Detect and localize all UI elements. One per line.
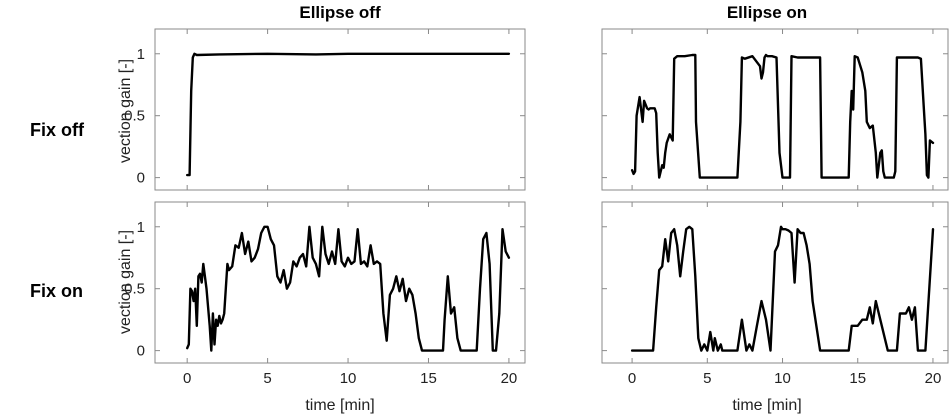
plot-frame [601, 201, 949, 364]
ylabel-top: vection gain [-] [117, 59, 134, 163]
x-tick-label: 10 [340, 370, 357, 387]
column-title-ellipse-off: Ellipse off [299, 3, 381, 22]
x-tick-label: 0 [183, 370, 191, 387]
series-line [630, 225, 935, 352]
xlabel-left: time [min] [305, 397, 374, 414]
plot-frame [154, 28, 526, 191]
y-tick-label: 0.5 [124, 281, 145, 298]
row-label-fix-on: Fix on [30, 281, 83, 301]
x-tick-label: 20 [925, 370, 942, 387]
x-tick-label: 15 [420, 370, 437, 387]
y-tick-label: 1 [137, 46, 145, 63]
x-tick-label: 5 [263, 370, 271, 387]
x-tick-label: 10 [774, 370, 791, 387]
x-tick-label: 5 [703, 370, 711, 387]
y-tick-label: 0 [137, 343, 145, 360]
x-tick-label: 15 [849, 370, 866, 387]
ylabel-bottom: vection gain [-] [117, 230, 134, 334]
x-tick-label: 0 [628, 370, 636, 387]
series-line [630, 53, 935, 179]
series-line [186, 52, 511, 177]
panel-ellipse-on-fix-on: 0 5 10 15 20 [601, 201, 949, 387]
y-tick-label: 0.5 [124, 108, 145, 125]
xlabel-right: time [min] [732, 397, 801, 414]
panel-ellipse-on-fix-off [601, 28, 949, 191]
y-tick-label: 1 [137, 219, 145, 236]
row-label-fix-off: Fix off [30, 120, 85, 140]
x-tick-label: 20 [501, 370, 518, 387]
plot-frame [154, 201, 526, 364]
column-title-ellipse-on: Ellipse on [727, 3, 807, 22]
panel-ellipse-off-fix-off: 00.51 [124, 28, 526, 191]
panel-ellipse-off-fix-on: 0 5 10 15 20 0 0.5 1 [124, 201, 526, 387]
series-line [186, 225, 511, 352]
y-tick-label: 0 [137, 170, 145, 187]
